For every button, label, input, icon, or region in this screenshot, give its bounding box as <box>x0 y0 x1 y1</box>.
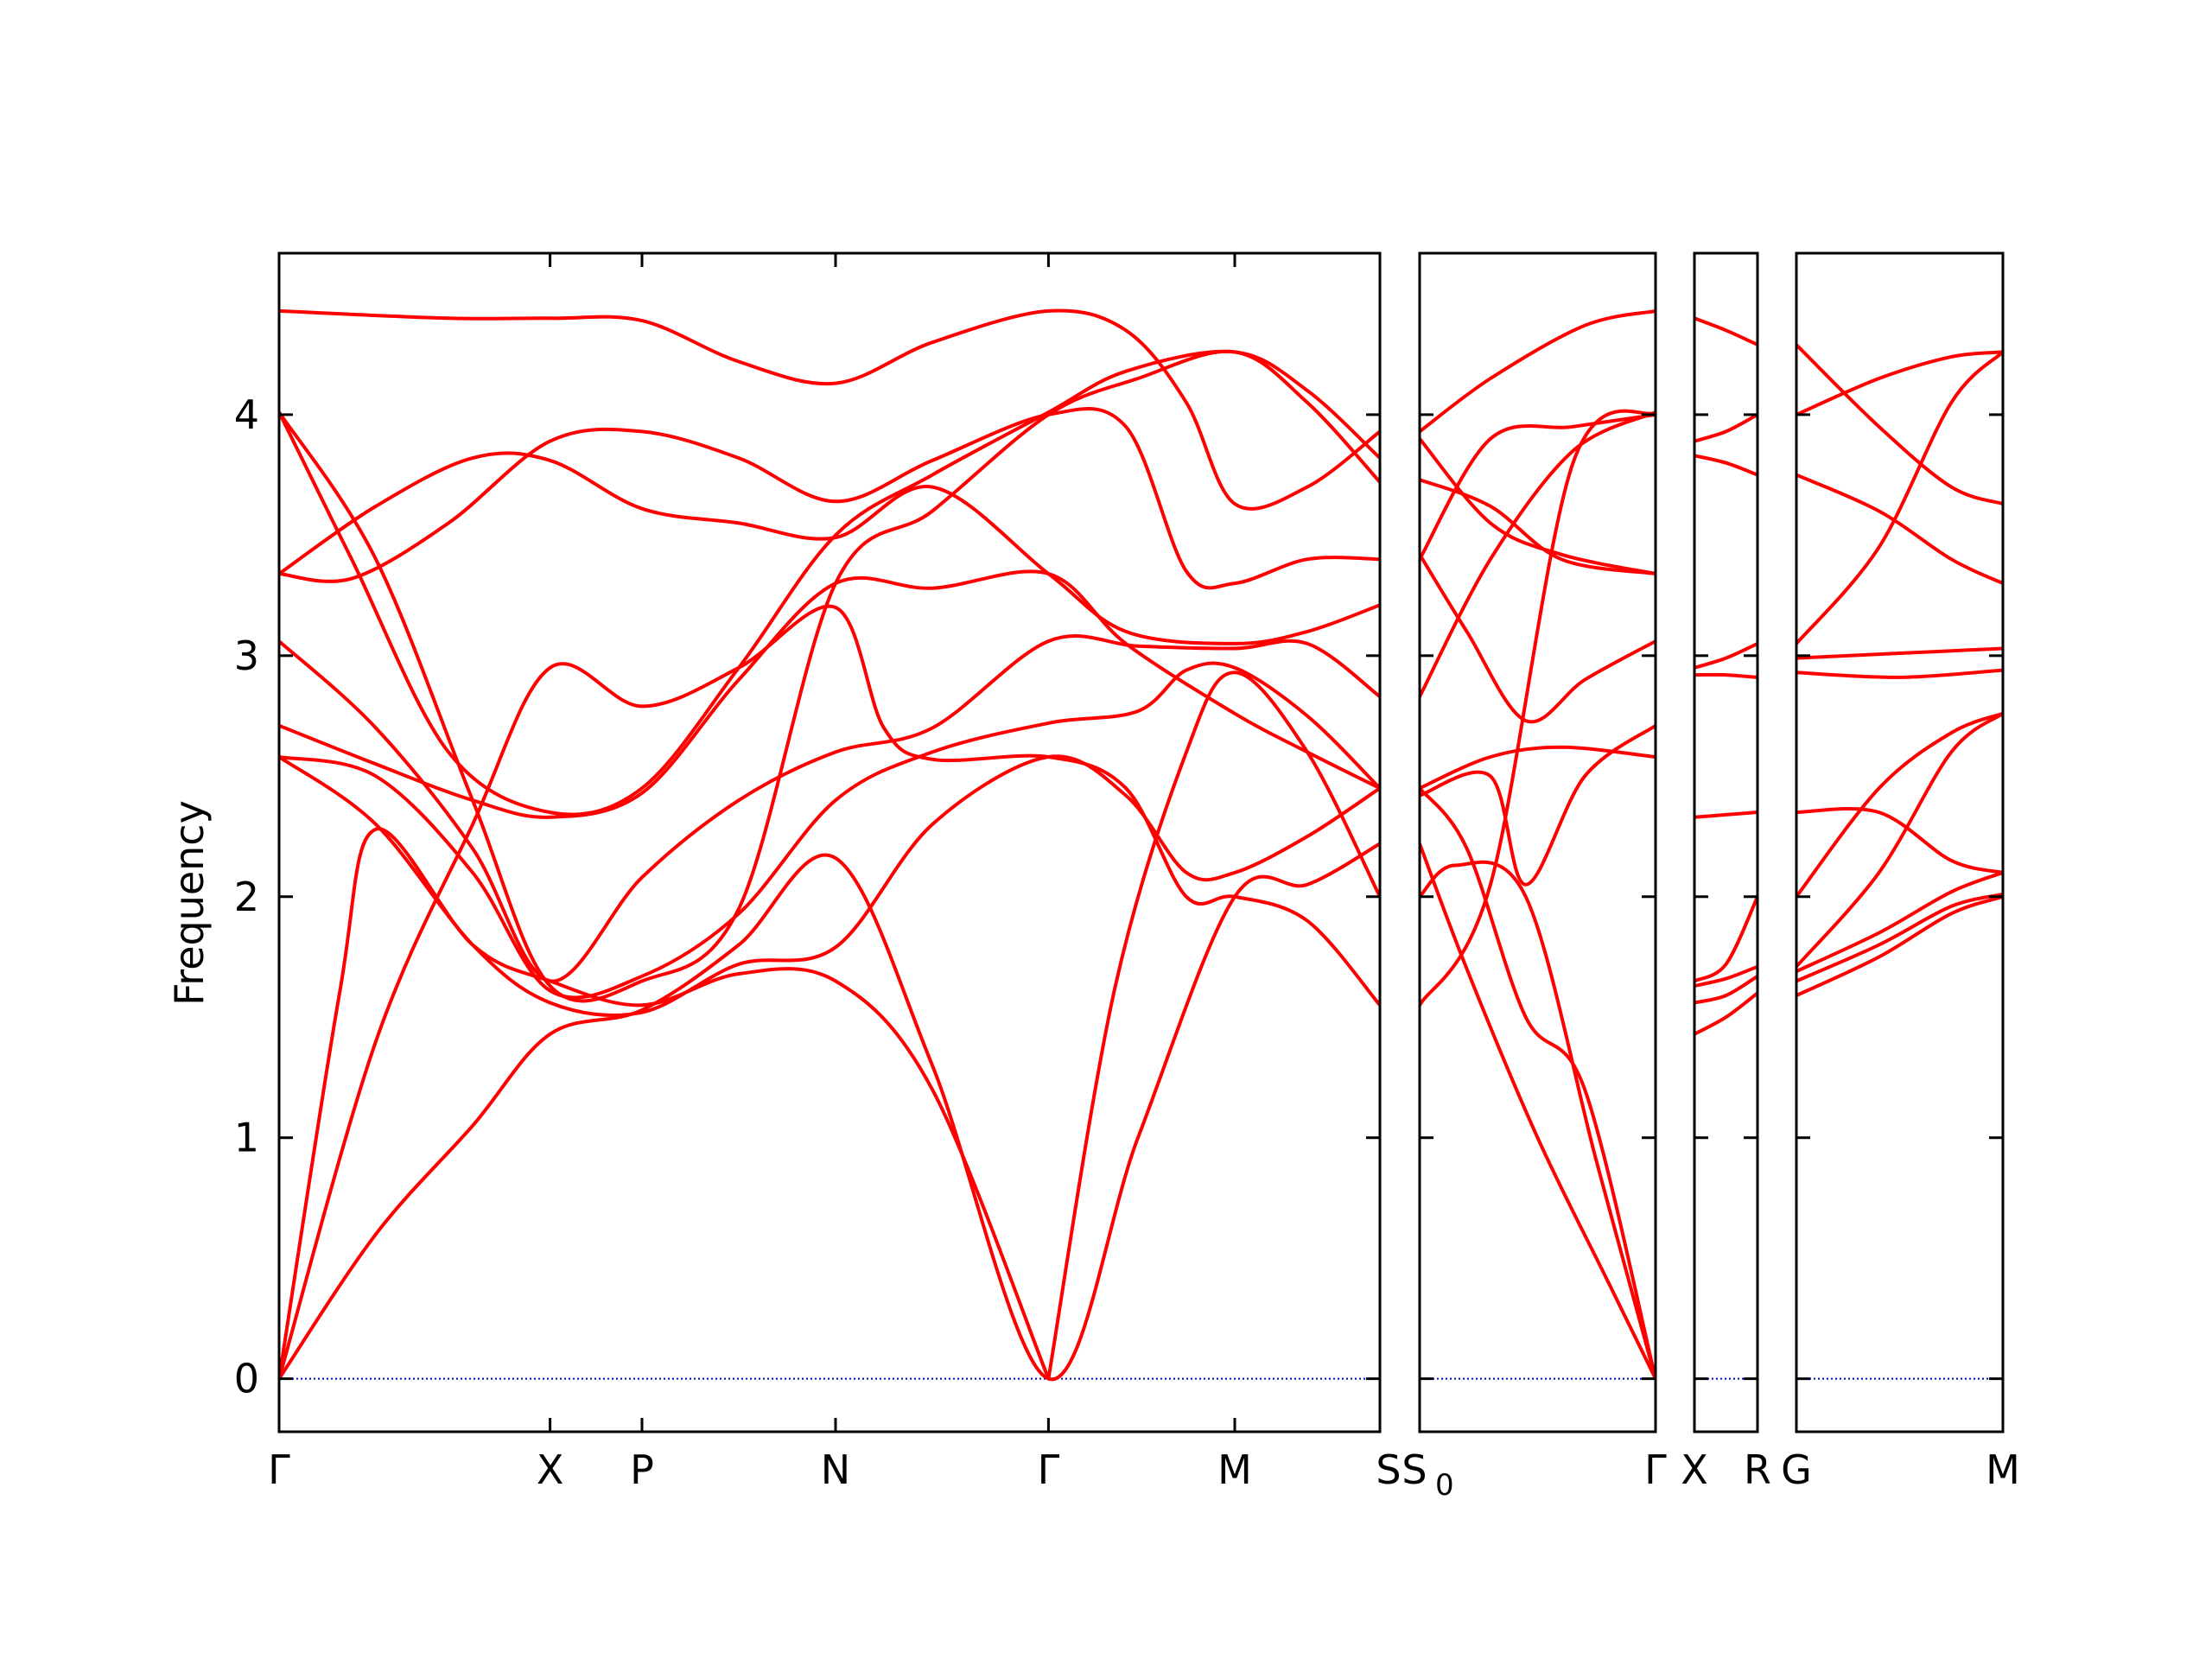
y-tick-label: 3 <box>234 632 259 679</box>
band-line-6 <box>279 634 1380 983</box>
band-line-10 <box>1420 860 1656 1381</box>
x-tick-label: N <box>821 1446 850 1493</box>
band-line-4 <box>279 407 1380 590</box>
band-line-3 <box>1796 473 2003 586</box>
band-line-1 <box>1796 343 2003 506</box>
y-tick-label: 2 <box>234 874 259 920</box>
band-group <box>1420 308 1656 1381</box>
band-line-5 <box>1420 410 1656 699</box>
band-line-4 <box>1694 641 1758 670</box>
x-tick-label: R <box>1744 1446 1771 1493</box>
band-line-12 <box>279 842 1380 1382</box>
band-line-7 <box>279 569 1380 819</box>
band-line-9 <box>1694 974 1758 1005</box>
x-tick-label: S <box>1402 1446 1427 1493</box>
x-tick-label: S <box>1376 1446 1401 1493</box>
band-group <box>1796 343 2003 998</box>
band-line-13 <box>1046 671 1380 1381</box>
band-line-7 <box>1420 723 1656 887</box>
band-line-9 <box>1796 711 2003 969</box>
y-axis-title: Frequency <box>166 800 213 1006</box>
band-line-3 <box>279 349 1380 1003</box>
band-line-9 <box>1420 842 1656 1381</box>
band-line-12 <box>1796 894 2003 998</box>
x-tick-label: M <box>1986 1446 2020 1493</box>
x-tick-label: P <box>630 1446 654 1493</box>
band-line-1 <box>279 308 1380 511</box>
band-line-1 <box>1420 308 1656 434</box>
band-line-6 <box>1694 810 1758 819</box>
band-line-10 <box>1694 991 1758 1036</box>
band-group <box>1694 316 1758 1036</box>
x-tick-label: X <box>1681 1446 1708 1493</box>
y-tick-label: 0 <box>234 1356 259 1402</box>
panel-frame <box>277 251 1382 1433</box>
band-line-8 <box>1796 711 2003 899</box>
band-line-6 <box>1420 745 1656 791</box>
band-line-4 <box>1420 552 1656 724</box>
x-tick-label: Γ <box>1644 1446 1667 1493</box>
band-line-5 <box>1694 672 1758 679</box>
band-line-6 <box>1796 668 2003 679</box>
band-line-11 <box>1420 409 1656 1007</box>
panel-frame <box>1418 251 1657 1433</box>
band-line-11 <box>1796 893 2003 983</box>
band-line-2 <box>279 349 1380 817</box>
band-line-4 <box>1796 350 2003 645</box>
band-line-12 <box>1420 412 1656 562</box>
band-line-2 <box>1420 436 1656 575</box>
y-tick-label: 4 <box>234 391 259 438</box>
band-line-8 <box>1420 786 1656 1381</box>
band-line-7 <box>1694 894 1758 983</box>
band-line-11 <box>279 604 1380 1381</box>
band-line-3 <box>1694 454 1758 477</box>
x-tick-label: M <box>1217 1446 1252 1493</box>
band-line-10 <box>279 827 1051 1381</box>
band-line-7 <box>1796 806 2003 874</box>
x-tick-label: G <box>1781 1446 1812 1493</box>
band-line-2 <box>1694 412 1758 443</box>
band-line-5 <box>279 451 1380 645</box>
band-line-3 <box>1420 478 1656 575</box>
x-tick-label: 0 <box>1435 1468 1454 1503</box>
band-line-8 <box>279 661 1380 1000</box>
x-tick-label: Γ <box>268 1446 290 1493</box>
y-tick-label: 1 <box>234 1115 259 1161</box>
band-line-10 <box>1796 870 2003 974</box>
band-line-8 <box>1694 964 1758 988</box>
x-tick-label: X <box>537 1446 564 1493</box>
panel-frame <box>1795 251 2005 1433</box>
panel-frame <box>1693 251 1759 1433</box>
band-line-1 <box>1694 316 1758 346</box>
band-group <box>279 308 1380 1382</box>
x-tick-label: Γ <box>1038 1446 1060 1493</box>
band-line-5 <box>1796 646 2003 660</box>
band-line-2 <box>1796 350 2003 416</box>
